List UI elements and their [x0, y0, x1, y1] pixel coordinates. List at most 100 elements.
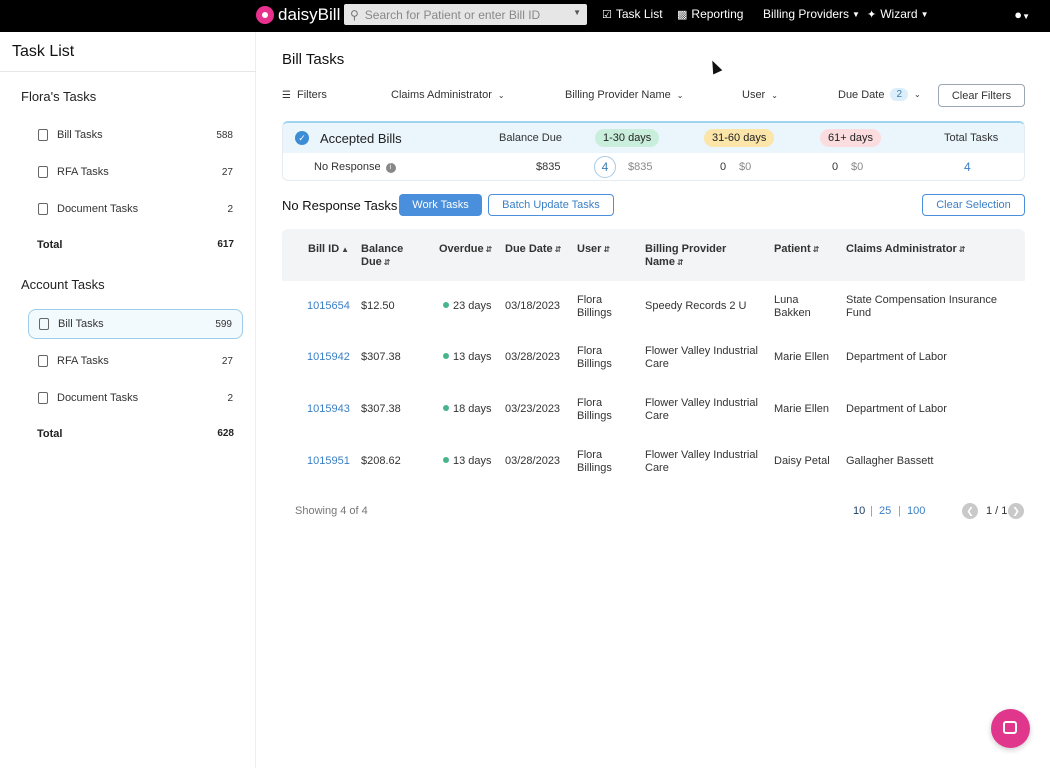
total-count: 617: [217, 239, 234, 250]
overdue-text: 23 days: [453, 300, 492, 312]
sidebar-item-count: 27: [221, 166, 233, 178]
chevron-down-icon: ▼: [852, 9, 860, 19]
summary-card: ✓ Accepted Bills Balance Due 1-30 days 3…: [282, 121, 1025, 181]
sidebar-item-count: 2: [227, 392, 233, 404]
provider-line: Flower Valley Industrial: [645, 449, 758, 461]
sidebar-item-flora-document-tasks[interactable]: Document Tasks 2: [28, 194, 243, 224]
user-line: Flora: [577, 345, 603, 357]
col-overdue[interactable]: Overdue ⇵: [439, 243, 492, 256]
summary-total-tasks-header: Total Tasks: [944, 132, 999, 144]
nav-task-list-label: Task List: [615, 7, 663, 21]
sidebar-item-flora-bill-tasks[interactable]: Bill Tasks 588: [28, 120, 243, 150]
batch-update-tasks-button[interactable]: Batch Update Tasks: [488, 194, 614, 216]
check-circle-icon: ✓: [295, 131, 309, 145]
page-size-10[interactable]: 10: [853, 505, 866, 517]
bill-id-link[interactable]: 1015942: [307, 351, 350, 363]
page-size-25[interactable]: 25: [879, 505, 892, 517]
patient-cell: Marie Ellen: [774, 403, 830, 415]
summary-balance-due-header: Balance Due: [499, 132, 562, 144]
sidebar-item-flora-rfa-tasks[interactable]: RFA Tasks 27: [28, 157, 243, 187]
clear-filters-button[interactable]: Clear Filters: [938, 84, 1025, 107]
user-line: Billings: [577, 410, 612, 422]
showing-count: Showing 4 of 4: [295, 505, 368, 517]
overdue-cell: 23 days: [443, 300, 492, 313]
bill-id-link[interactable]: 1015943: [307, 403, 350, 415]
billing-provider-filter[interactable]: Billing Provider Name ⌄: [565, 89, 683, 101]
provider-line: Care: [645, 410, 669, 422]
separator: |: [898, 505, 901, 517]
col-label: Claims Administrator: [846, 243, 957, 255]
page-indicator: 1 / 1: [986, 505, 1008, 517]
brand-logo[interactable]: daisyBill: [256, 5, 340, 25]
page-size-100[interactable]: 100: [907, 505, 926, 517]
nav-wizard[interactable]: ✦ Wizard ▼: [867, 7, 928, 21]
col-label: Name: [645, 256, 675, 268]
sort-icon: ⇵: [603, 245, 611, 254]
clipboard-icon: [38, 166, 48, 178]
user-line: Flora: [577, 397, 603, 409]
bucket-1-count[interactable]: 4: [594, 156, 616, 178]
col-claims-administrator[interactable]: Claims Administrator ⇵: [846, 243, 966, 256]
user-filter[interactable]: User ⌄: [742, 89, 778, 101]
col-billing-provider[interactable]: Billing Provider Name ⇵: [645, 243, 726, 269]
col-bill-id[interactable]: Bill ID ▲: [308, 243, 349, 256]
filter-label: Claims Administrator: [391, 89, 492, 101]
sidebar-item-account-rfa-tasks[interactable]: RFA Tasks 27: [28, 346, 243, 376]
user-cell: Flora Billings: [577, 294, 612, 320]
nav-task-list[interactable]: ☑ Task List: [602, 7, 663, 21]
provider-cell: Flower Valley Industrial Care: [645, 449, 758, 475]
wand-icon: ✦: [867, 8, 877, 21]
chevron-down-icon: ⌄: [676, 90, 684, 100]
sort-icon: ⇵: [554, 245, 562, 254]
info-icon[interactable]: i: [385, 163, 396, 173]
overdue-cell: 13 days: [443, 351, 492, 364]
caret-down-icon[interactable]: ▼: [573, 8, 581, 17]
summary-row-label: No Response i: [314, 161, 396, 173]
filters-label: Filters: [296, 89, 327, 101]
work-tasks-button[interactable]: Work Tasks: [399, 194, 482, 216]
filter-label: Billing Provider Name: [565, 89, 671, 101]
col-label: Overdue: [439, 243, 484, 255]
sort-icon: ⇵: [383, 258, 391, 267]
sidebar-item-account-document-tasks[interactable]: Document Tasks 2: [28, 383, 243, 413]
bill-id-link[interactable]: 1015951: [307, 455, 350, 467]
patient-line: Luna: [774, 294, 799, 306]
bucket-2-amount: $0: [739, 161, 752, 173]
clipboard-icon: [38, 392, 48, 404]
user-cell: Flora Billings: [577, 449, 612, 475]
bucket-31-60-badge: 31-60 days: [704, 129, 775, 147]
patient-cell: Marie Ellen: [774, 351, 830, 363]
col-balance-due[interactable]: Balance Due ⇵: [361, 243, 403, 269]
sidebar-item-label: Document Tasks: [57, 203, 139, 215]
overdue-cell: 18 days: [443, 403, 492, 416]
col-due-date[interactable]: Due Date ⇵: [505, 243, 561, 256]
sort-icon: ⇵: [485, 245, 493, 254]
sidebar-item-label: Document Tasks: [57, 392, 139, 404]
col-label: Billing Provider: [645, 243, 727, 255]
user-line: Billings: [577, 307, 612, 319]
provider-cell: Speedy Records 2 U: [645, 300, 747, 312]
col-label: Balance: [361, 243, 404, 255]
col-patient[interactable]: Patient ⇵: [774, 243, 819, 256]
next-page-button[interactable]: ❯: [1008, 503, 1024, 519]
claims-administrator-filter[interactable]: Claims Administrator ⌄: [391, 89, 505, 101]
section-title: No Response Tasks: [282, 198, 398, 213]
nav-reporting[interactable]: ▩ Reporting: [677, 7, 743, 21]
search-input[interactable]: ⚲ Search for Patient or enter Bill ID ▼: [344, 4, 587, 25]
due-date-filter[interactable]: Due Date 2 ⌄: [838, 88, 921, 101]
filters-toggle[interactable]: ☰ Filters: [282, 89, 327, 101]
chat-launcher-button[interactable]: [991, 709, 1030, 748]
clear-selection-button[interactable]: Clear Selection: [922, 194, 1025, 216]
group-title-account-tasks: Account Tasks: [21, 277, 105, 292]
patient-cell: Daisy Petal: [774, 455, 830, 467]
summary-row-total[interactable]: 4: [964, 160, 971, 174]
bill-id-link[interactable]: 1015654: [307, 300, 350, 312]
prev-page-button[interactable]: ❮: [962, 503, 978, 519]
sidebar-item-account-bill-tasks[interactable]: Bill Tasks 599: [28, 309, 243, 339]
status-dot-icon: [443, 302, 449, 308]
account-menu[interactable]: ●▼: [1014, 7, 1030, 22]
divider: [0, 71, 256, 72]
nav-billing-providers[interactable]: Billing Providers ▼: [763, 7, 860, 21]
chevron-down-icon: ⌄: [914, 90, 921, 99]
col-user[interactable]: User ⇵: [577, 243, 610, 256]
